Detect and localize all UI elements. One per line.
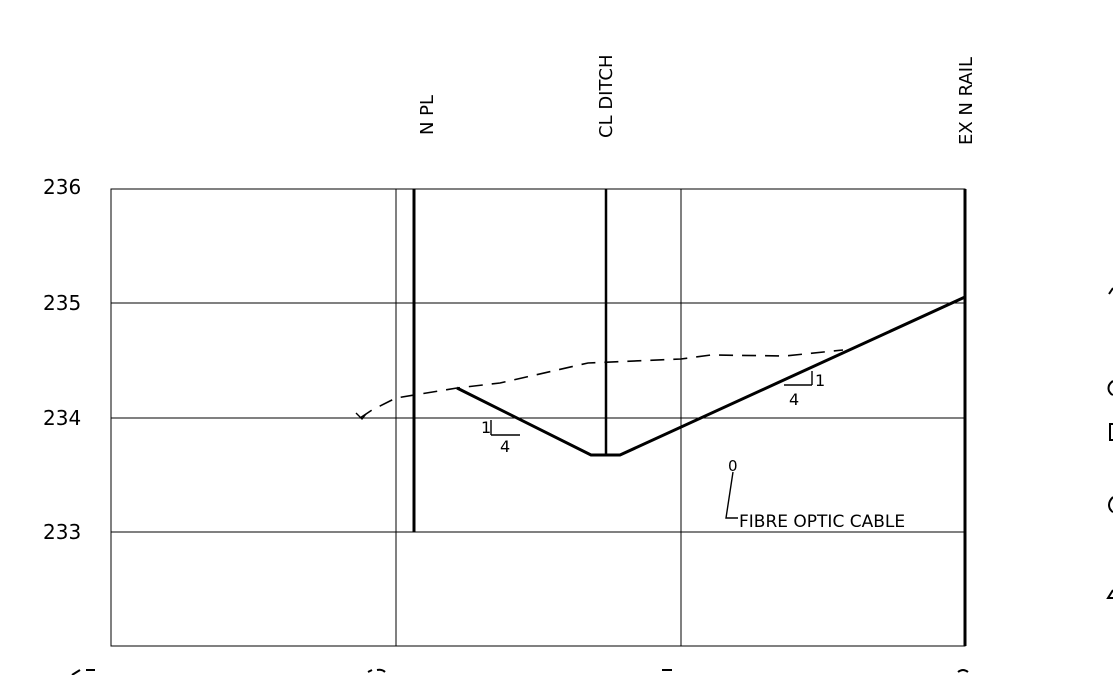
existing-ground-line (359, 349, 844, 419)
grid (110, 188, 966, 647)
elevation-label-235: 235 (43, 291, 81, 315)
slope-run-right: 4 (789, 390, 799, 409)
edge-fragment (71, 669, 81, 675)
ditch-centerline-label: CL DITCH (596, 54, 617, 138)
fibre-optic-leader (725, 471, 738, 519)
fibre-optic-label: FIBRE OPTIC CABLE (739, 512, 905, 532)
slope-label-right: 1 4 (784, 371, 825, 409)
edge-fragment (376, 668, 386, 673)
proposed-ditch-profile (456, 295, 966, 457)
slope-label-left: 1 4 (481, 418, 520, 456)
elevation-label-233: 233 (43, 520, 81, 544)
slope-rise-right: 1 (815, 371, 825, 390)
rail-label: EX N RAIL (956, 57, 977, 145)
bottom-edge-fragments (71, 668, 969, 675)
slope-rise-left: 1 (481, 418, 491, 437)
edge-fragment (1108, 496, 1113, 513)
edge-fragment (957, 669, 969, 673)
existing-ground-tick (355, 412, 367, 421)
fibre-optic-marker: 0 (728, 457, 738, 475)
edge-fragment (1106, 589, 1113, 599)
edge-fragment (1107, 380, 1113, 396)
right-edge-fragments (1106, 287, 1113, 599)
elevation-label-234: 234 (43, 406, 81, 430)
fibre-optic-callout: 0 FIBRE OPTIC CABLE (725, 457, 905, 532)
edge-fragment (367, 669, 373, 673)
edge-fragment (1109, 423, 1113, 441)
slope-run-left: 4 (500, 437, 510, 456)
edge-fragment (1108, 287, 1113, 295)
property-line-label: N PL (417, 95, 438, 135)
elevation-label-236: 236 (43, 175, 81, 199)
